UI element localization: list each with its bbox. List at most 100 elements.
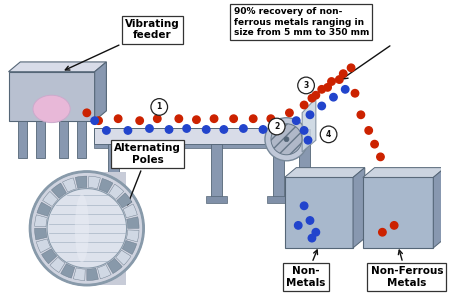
Circle shape [342, 86, 349, 93]
Bar [363, 178, 433, 248]
Circle shape [365, 127, 373, 134]
Circle shape [377, 153, 384, 161]
Wedge shape [122, 240, 137, 254]
Polygon shape [363, 168, 445, 178]
Circle shape [324, 84, 331, 91]
Circle shape [210, 115, 218, 122]
Bar [284, 178, 353, 248]
Circle shape [301, 202, 308, 210]
Circle shape [286, 109, 293, 117]
Bar [82, 172, 126, 285]
Circle shape [193, 116, 200, 124]
Bar [267, 196, 318, 203]
Circle shape [230, 115, 237, 122]
Wedge shape [63, 178, 76, 192]
Circle shape [183, 125, 190, 132]
Bar [77, 121, 86, 158]
Circle shape [306, 111, 314, 118]
Text: Vibrating
feeder: Vibrating feeder [65, 19, 180, 70]
Wedge shape [116, 250, 131, 265]
Circle shape [318, 86, 325, 93]
Circle shape [220, 126, 228, 133]
Circle shape [347, 64, 355, 72]
Polygon shape [302, 98, 316, 152]
Text: 4: 4 [326, 130, 331, 139]
Wedge shape [108, 184, 124, 199]
Bar [94, 144, 275, 148]
Circle shape [47, 188, 126, 268]
Circle shape [391, 222, 398, 229]
Wedge shape [73, 268, 85, 281]
Circle shape [267, 115, 274, 122]
Wedge shape [37, 202, 51, 216]
Bar [108, 144, 119, 198]
Wedge shape [51, 183, 67, 198]
Circle shape [379, 229, 386, 236]
Wedge shape [87, 268, 99, 281]
Circle shape [153, 115, 161, 122]
Bar [94, 128, 275, 144]
Wedge shape [107, 258, 122, 274]
Wedge shape [43, 191, 58, 207]
Text: 2: 2 [274, 122, 279, 131]
Circle shape [151, 99, 167, 115]
Circle shape [136, 117, 144, 124]
Bar [273, 130, 284, 198]
Circle shape [30, 172, 144, 285]
Circle shape [312, 92, 319, 99]
Circle shape [301, 101, 308, 109]
Circle shape [357, 111, 364, 118]
Circle shape [175, 115, 183, 122]
Circle shape [91, 117, 99, 124]
Polygon shape [9, 72, 94, 121]
Wedge shape [36, 239, 51, 253]
Polygon shape [94, 62, 106, 121]
Circle shape [308, 95, 315, 102]
Bar [299, 130, 310, 198]
Polygon shape [433, 168, 445, 248]
Circle shape [320, 126, 337, 143]
Wedge shape [75, 176, 87, 188]
Circle shape [371, 140, 378, 148]
Polygon shape [89, 172, 121, 285]
Bar [36, 121, 45, 158]
Circle shape [330, 93, 337, 101]
Text: 3: 3 [303, 81, 309, 90]
Wedge shape [123, 204, 137, 218]
Wedge shape [61, 264, 75, 278]
Bar [59, 121, 68, 158]
Text: Non-
Metals: Non- Metals [286, 250, 326, 288]
Bar [18, 121, 27, 158]
Circle shape [95, 117, 102, 124]
Circle shape [103, 127, 110, 134]
Bar [211, 144, 222, 198]
Wedge shape [99, 178, 113, 193]
Wedge shape [35, 215, 47, 227]
Circle shape [265, 118, 308, 161]
Circle shape [294, 222, 302, 229]
Circle shape [276, 125, 284, 132]
Circle shape [249, 115, 257, 122]
Circle shape [312, 229, 319, 236]
Text: 1: 1 [157, 102, 162, 111]
Bar [104, 196, 124, 203]
Wedge shape [41, 249, 57, 264]
Text: Alternating
Poles: Alternating Poles [114, 143, 181, 205]
Polygon shape [284, 168, 365, 178]
Wedge shape [50, 257, 65, 272]
Circle shape [114, 115, 122, 122]
Wedge shape [89, 176, 100, 189]
Wedge shape [117, 193, 132, 208]
Circle shape [202, 126, 210, 133]
Circle shape [284, 137, 289, 142]
Circle shape [318, 102, 325, 110]
Circle shape [165, 126, 173, 133]
Circle shape [240, 125, 247, 132]
Circle shape [340, 70, 347, 77]
Circle shape [83, 109, 90, 117]
Ellipse shape [33, 95, 70, 123]
Circle shape [268, 118, 285, 135]
Circle shape [306, 217, 314, 224]
Ellipse shape [75, 194, 89, 262]
Text: Non-Ferrous
Metals: Non-Ferrous Metals [371, 250, 443, 288]
